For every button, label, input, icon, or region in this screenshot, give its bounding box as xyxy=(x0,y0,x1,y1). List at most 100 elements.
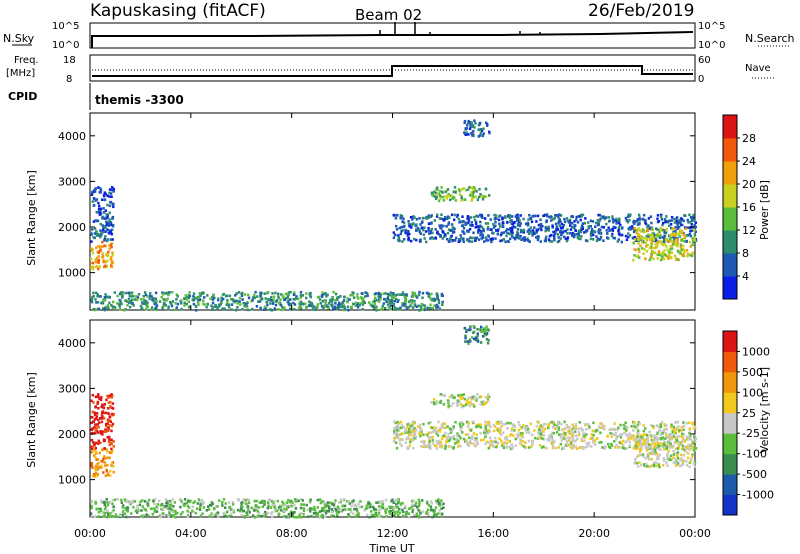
scatter-cell xyxy=(600,215,603,218)
scatter-cell xyxy=(337,510,340,514)
scatter-cell xyxy=(432,237,435,240)
scatter-cell xyxy=(452,426,456,430)
scatter-cell xyxy=(494,237,497,240)
scatter-cell xyxy=(470,397,473,401)
scatter-cell xyxy=(478,128,481,131)
scatter-cell xyxy=(94,429,97,432)
scatter-cell xyxy=(475,425,478,429)
scatter-cell xyxy=(663,238,666,241)
scatter-cell xyxy=(502,431,505,434)
scatter-cell xyxy=(650,237,653,241)
scatter-cell xyxy=(449,445,452,448)
scatter-cell xyxy=(294,297,298,300)
scatter-cell xyxy=(511,447,514,450)
scatter-cell xyxy=(472,191,475,194)
scatter-cell xyxy=(90,506,93,510)
scatter-cell xyxy=(100,420,104,424)
scatter-cell xyxy=(415,218,419,221)
scatter-cell xyxy=(105,448,108,451)
scatter-cell xyxy=(416,226,420,230)
scatter-cell xyxy=(94,308,98,311)
scatter-cell xyxy=(441,237,444,240)
scatter-cell xyxy=(680,218,684,221)
scatter-cell xyxy=(694,230,697,233)
scatter-cell xyxy=(680,425,683,429)
scatter-cell xyxy=(136,298,139,302)
scatter-cell xyxy=(90,464,93,468)
scatter-cell xyxy=(435,499,438,503)
scatter-cell xyxy=(361,303,365,306)
scatter-cell xyxy=(310,507,313,510)
scatter-cell xyxy=(648,247,652,250)
scatter-cell xyxy=(171,300,175,303)
scatter-cell xyxy=(600,440,603,444)
scatter-cell xyxy=(183,297,187,301)
scatter-cell xyxy=(530,439,534,443)
scatter-cell xyxy=(282,502,285,505)
scatter-cell xyxy=(470,336,474,339)
scatter-cell xyxy=(568,436,572,440)
scatter-cell xyxy=(577,231,581,234)
scatter-cell xyxy=(356,305,360,309)
scatter-cell xyxy=(527,446,531,449)
scatter-cell xyxy=(646,442,649,446)
scatter-cell xyxy=(429,303,432,307)
scatter-cell xyxy=(629,437,633,440)
scatter-cell xyxy=(407,220,410,223)
scatter-cell xyxy=(457,445,460,448)
scatter-cell xyxy=(176,511,179,515)
scatter-cell xyxy=(474,338,478,342)
scatter-cell xyxy=(479,233,482,237)
scatter-cell xyxy=(202,506,206,509)
scatter-cell xyxy=(102,260,105,264)
scatter-cell xyxy=(420,221,424,224)
scatter-cell xyxy=(287,512,291,516)
scatter-cell xyxy=(392,439,396,443)
scatter-cell xyxy=(410,303,413,306)
scatter-cell xyxy=(158,300,162,303)
scatter-cell xyxy=(541,437,544,440)
scatter-cell xyxy=(510,433,513,436)
scatter-cell xyxy=(336,513,339,517)
scatter-cell xyxy=(668,219,671,223)
station-title: Kapuskasing (fitACF) xyxy=(90,1,266,21)
scatter-cell xyxy=(403,430,407,433)
scatter-cell xyxy=(287,298,290,301)
scatter-cell xyxy=(457,217,460,221)
scatter-cell xyxy=(95,210,98,214)
scatter-cell xyxy=(322,508,325,512)
scatter-cell xyxy=(659,433,663,436)
scatter-cell xyxy=(458,434,461,438)
colorbar-swatch xyxy=(723,453,737,475)
scatter-cell xyxy=(535,229,538,232)
scatter-cell xyxy=(648,258,651,262)
scatter-cell xyxy=(269,506,273,509)
scatter-cell xyxy=(469,123,472,126)
scatter-cell xyxy=(457,240,460,244)
scatter-cell xyxy=(402,514,405,518)
scatter-cell xyxy=(150,306,154,309)
scatter-cell xyxy=(302,503,305,506)
scatter-cell xyxy=(528,232,531,236)
scatter-cell xyxy=(520,238,523,241)
scatter-cell xyxy=(164,304,167,307)
nsky-spikes xyxy=(379,22,541,35)
scatter-cell xyxy=(285,508,288,511)
scatter-cell xyxy=(108,443,111,447)
scatter-cell xyxy=(90,193,94,196)
scatter-cell xyxy=(466,443,469,446)
scatter-cell xyxy=(104,192,107,196)
scatter-cell xyxy=(678,459,682,462)
scatter-cell xyxy=(646,243,650,247)
scatter-cell xyxy=(94,466,98,469)
scatter-cell xyxy=(211,306,214,309)
scatter-cell xyxy=(689,234,692,238)
scatter-cell xyxy=(565,440,569,443)
scatter-cell xyxy=(218,303,221,307)
scatter-cell xyxy=(642,433,645,436)
scatter-cell xyxy=(573,235,576,239)
scatter-cell xyxy=(426,508,430,512)
scatter-cell xyxy=(299,516,302,519)
scatter-cell xyxy=(542,423,545,426)
scatter-cell xyxy=(682,233,686,237)
